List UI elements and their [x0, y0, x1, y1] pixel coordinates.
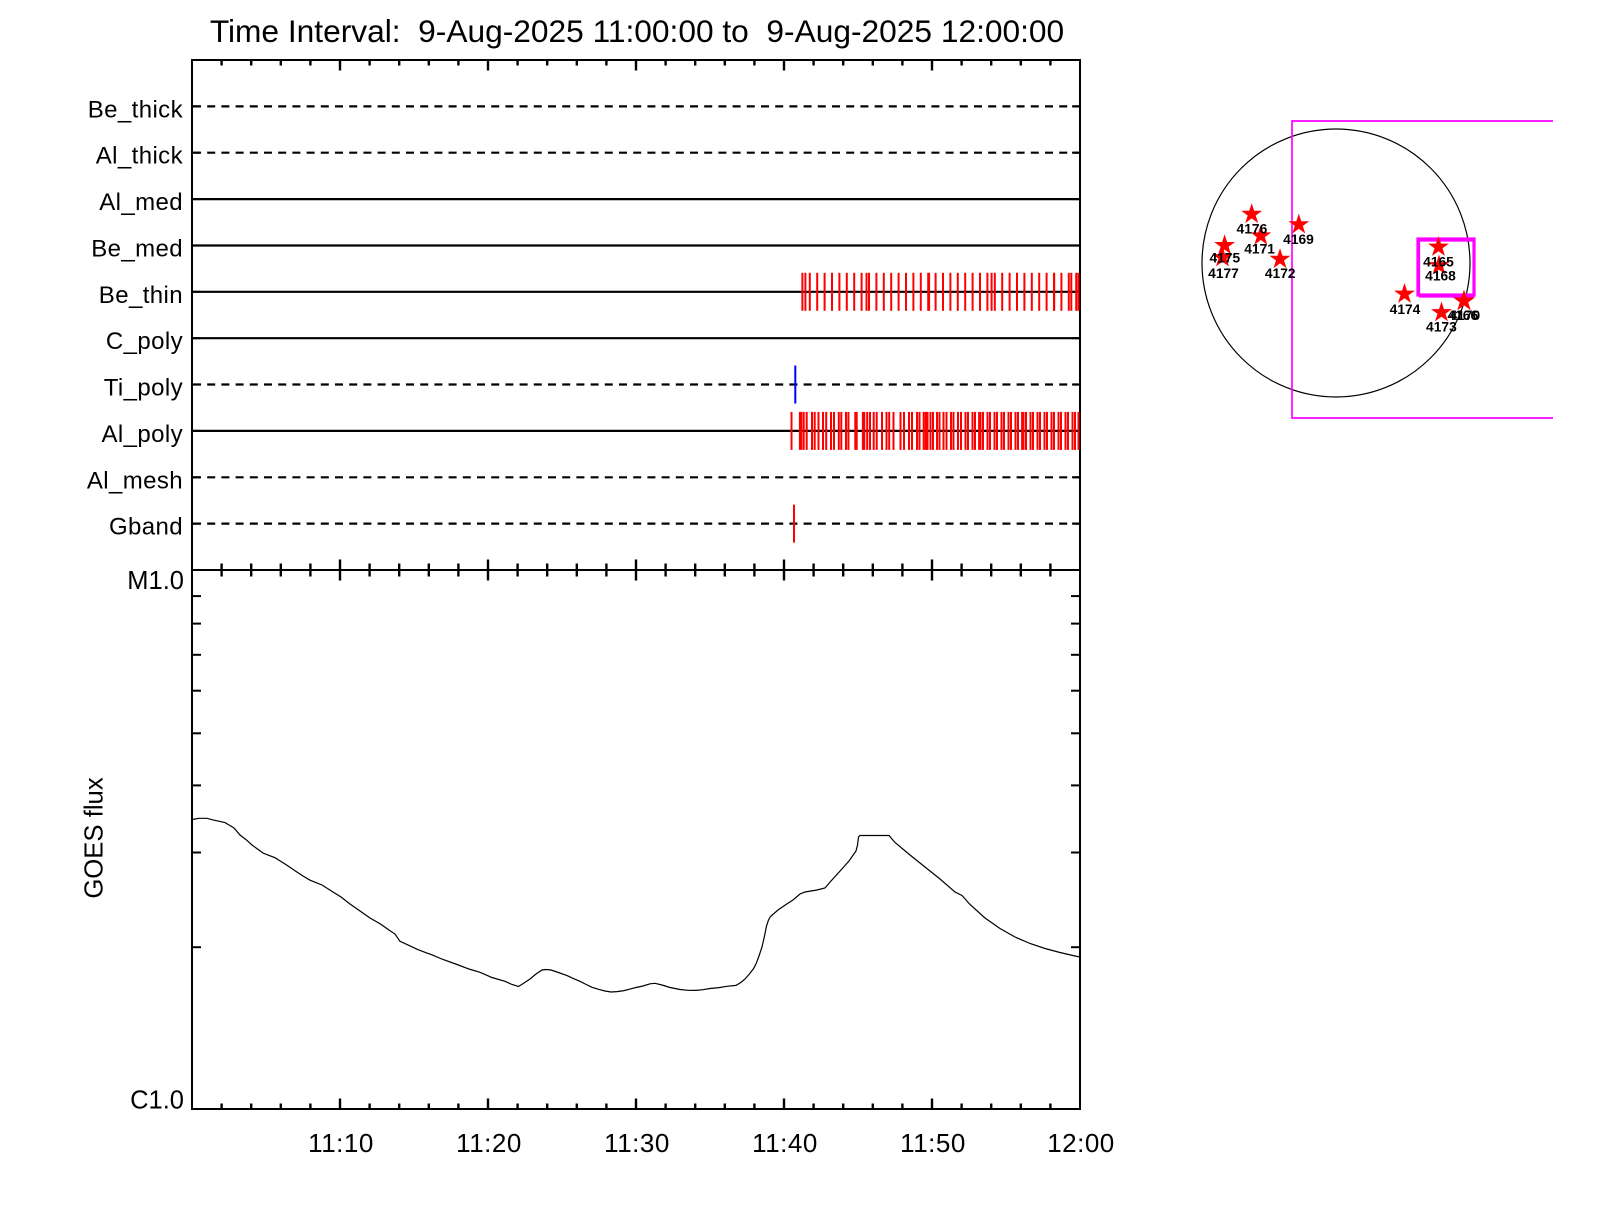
- svg-text:Ti_poly: Ti_poly: [104, 375, 183, 402]
- svg-text:Al_med: Al_med: [99, 189, 183, 216]
- svg-text:4175: 4175: [1209, 251, 1240, 266]
- svg-text:Al_poly: Al_poly: [101, 421, 183, 448]
- svg-text:11:50: 11:50: [900, 1128, 966, 1158]
- svg-text:12:00: 12:00: [1047, 1128, 1115, 1158]
- svg-text:4166: 4166: [1447, 308, 1478, 323]
- svg-text:4177: 4177: [1208, 266, 1239, 281]
- svg-text:4170: 4170: [1449, 308, 1480, 323]
- svg-text:4176: 4176: [1237, 221, 1268, 236]
- svg-text:11:30: 11:30: [604, 1128, 670, 1158]
- svg-text:Gband: Gband: [109, 514, 183, 541]
- svg-text:11:10: 11:10: [308, 1128, 374, 1158]
- svg-text:4169: 4169: [1283, 232, 1314, 247]
- svg-text:4172: 4172: [1265, 266, 1296, 281]
- svg-text:M1.0: M1.0: [127, 567, 184, 595]
- svg-text:11:20: 11:20: [456, 1128, 522, 1158]
- svg-text:Be_thin: Be_thin: [99, 282, 183, 309]
- svg-text:4173: 4173: [1426, 320, 1457, 335]
- svg-text:Be_med: Be_med: [91, 236, 183, 263]
- svg-text:4165: 4165: [1423, 255, 1454, 270]
- svg-text:4174: 4174: [1390, 302, 1421, 317]
- svg-text:GOES flux: GOES flux: [81, 777, 109, 898]
- svg-text:C1.0: C1.0: [130, 1087, 184, 1115]
- svg-text:11:40: 11:40: [752, 1128, 818, 1158]
- svg-text:C_poly: C_poly: [106, 328, 183, 355]
- svg-text:Al_thick: Al_thick: [96, 143, 184, 170]
- svg-text:Al_mesh: Al_mesh: [87, 467, 183, 494]
- svg-text:Time Interval: 9-Aug-2025 11:: Time Interval: 9-Aug-2025 11:00:00 to 9-…: [210, 13, 1064, 49]
- svg-text:4168: 4168: [1425, 268, 1456, 283]
- svg-text:Be_thick: Be_thick: [88, 96, 184, 123]
- svg-text:4171: 4171: [1244, 242, 1275, 257]
